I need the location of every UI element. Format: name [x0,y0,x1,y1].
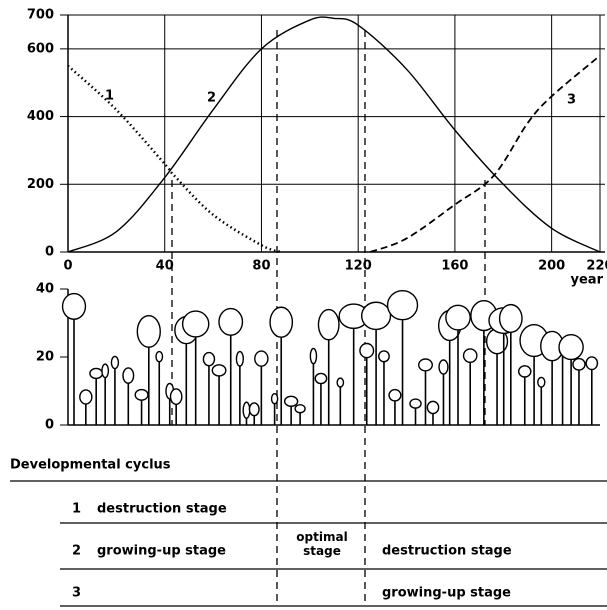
tree-crown [249,403,259,416]
x-tick-label: 80 [252,259,270,274]
tree-crown [236,352,243,367]
tree-crown [315,373,326,383]
tree-crown [123,368,134,383]
tree-crown [500,305,522,333]
tree-crown [295,405,305,413]
tree-crown [212,365,226,376]
tree-crown [310,348,316,363]
tree-crown [439,360,448,374]
tree-crown [102,364,108,377]
tree-crown [586,357,597,370]
stage-cell: optimal stage [282,530,362,566]
series-label: 3 [567,93,576,108]
stage-label: optimal stage [282,530,362,558]
tree-crown [156,352,162,362]
tree-crown [360,344,374,358]
tree-crown [388,291,418,320]
tree-crown [538,377,545,387]
tree-crown [63,294,86,320]
tree-crown [573,359,585,370]
tree-crown [362,302,391,329]
row-number: 2 [72,544,81,559]
tree-crown [135,390,148,401]
tree-crown [559,335,583,360]
x-tick-label: 200 [538,259,565,274]
row-number: 1 [72,502,81,517]
tree-crown [90,368,103,378]
series-label: 2 [207,91,216,106]
tree-crown [171,389,182,404]
tree-crown [270,307,292,337]
y-tick-label: 400 [27,109,54,124]
tree-crown [255,351,268,366]
stage-label: growing-up stage [382,586,511,601]
row-number: 3 [72,586,81,601]
tree-crown [464,349,477,362]
x-axis-label: year [571,273,604,288]
table-title: Developmental cyclus [10,458,171,473]
tree-crown [446,305,470,330]
y-tick-label: 700 [27,8,54,23]
tree-crown [111,356,118,368]
x-tick-label: 40 [156,259,174,274]
x-tick-label: 0 [63,259,72,274]
tree-crown [80,390,92,404]
y-tick-label: 200 [27,177,54,192]
tree-crown [318,310,339,340]
stage-label: growing-up stage [97,544,226,559]
x-tick-label: 120 [345,259,372,274]
tree-crown [203,353,214,366]
stage-label: destruction stage [97,502,227,517]
line-series [68,17,600,252]
y-tick-label: 600 [27,41,54,56]
y-tick-label: 0 [45,245,54,260]
tree-crown [519,366,531,377]
x-tick-label: 220 [586,259,607,274]
stage-label: destruction stage [382,544,512,559]
y-tick-label: 40 [36,282,54,297]
y-tick-label: 0 [45,418,54,433]
y-tick-label: 20 [36,350,54,365]
tree-crown [379,351,389,362]
tree-crown [419,359,433,371]
tree-crown [389,390,401,401]
tree-crown [137,316,160,347]
tree-crown [285,396,298,406]
figure: Developmental cyclus 1 destruction stage… [0,0,607,610]
tree-crown [427,401,438,413]
x-tick-label: 160 [441,259,468,274]
tree-crown [337,378,343,387]
tree-crown [410,399,421,408]
line-series [68,66,281,252]
tree-crown [183,311,209,337]
series-label: 1 [105,89,114,104]
tree-crown [219,309,243,336]
tree-crown [272,394,278,404]
